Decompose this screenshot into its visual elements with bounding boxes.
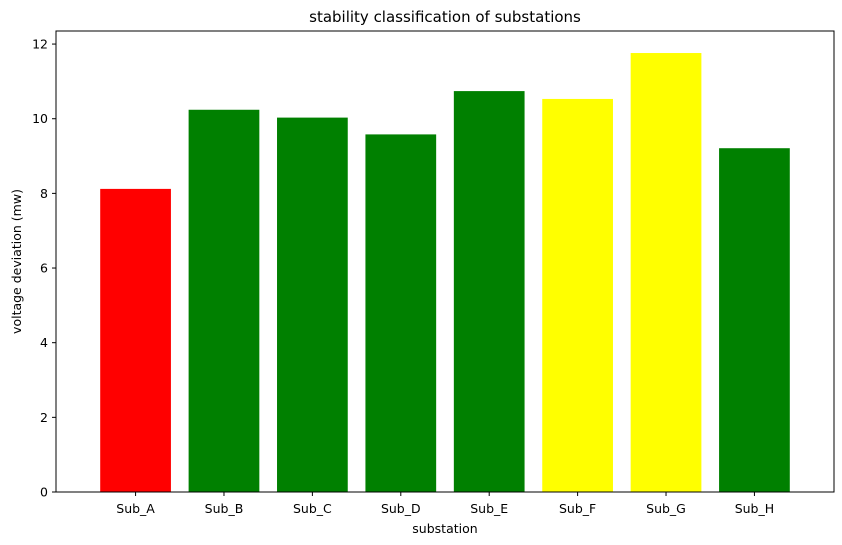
y-tick-label: 12 — [32, 37, 48, 52]
y-tick-label: 6 — [40, 261, 48, 276]
bar-sub-c — [277, 117, 348, 493]
bars-group — [100, 53, 790, 493]
y-axis-label: voltage deviation (mw) — [9, 189, 24, 334]
bar-sub-h — [719, 148, 790, 492]
bar-sub-e — [453, 91, 525, 493]
bar-sub-b — [188, 109, 260, 493]
bar-sub-f — [542, 98, 613, 493]
x-tick-label: Sub_G — [646, 501, 686, 516]
y-axis-ticks: 0 2 4 6 8 10 12 — [32, 37, 56, 500]
y-tick-label: 8 — [40, 186, 48, 201]
bar-sub-g — [630, 53, 702, 492]
y-tick-label: 10 — [32, 111, 48, 126]
chart-title: stability classification of substations — [309, 8, 581, 26]
y-tick-label: 0 — [40, 485, 48, 500]
x-axis-label: substation — [412, 521, 477, 536]
y-tick-label: 4 — [40, 335, 48, 350]
plot-frame — [55, 30, 835, 493]
x-axis-ticks: Sub_A Sub_B Sub_C Sub_D Sub_E Sub_F Sub_G Sub_H — [116, 492, 774, 516]
x-tick-label: Sub_C — [293, 501, 332, 516]
x-tick-label: Sub_F — [559, 501, 596, 516]
bar-sub-a — [100, 188, 171, 493]
y-tick-label: 2 — [40, 410, 48, 425]
x-tick-label: Sub_B — [205, 501, 244, 516]
x-tick-label: Sub_A — [116, 501, 155, 516]
x-tick-label: Sub_E — [470, 501, 508, 516]
x-tick-label: Sub_H — [735, 501, 774, 516]
bar-sub-d — [365, 134, 437, 492]
x-tick-label: Sub_D — [381, 501, 421, 516]
